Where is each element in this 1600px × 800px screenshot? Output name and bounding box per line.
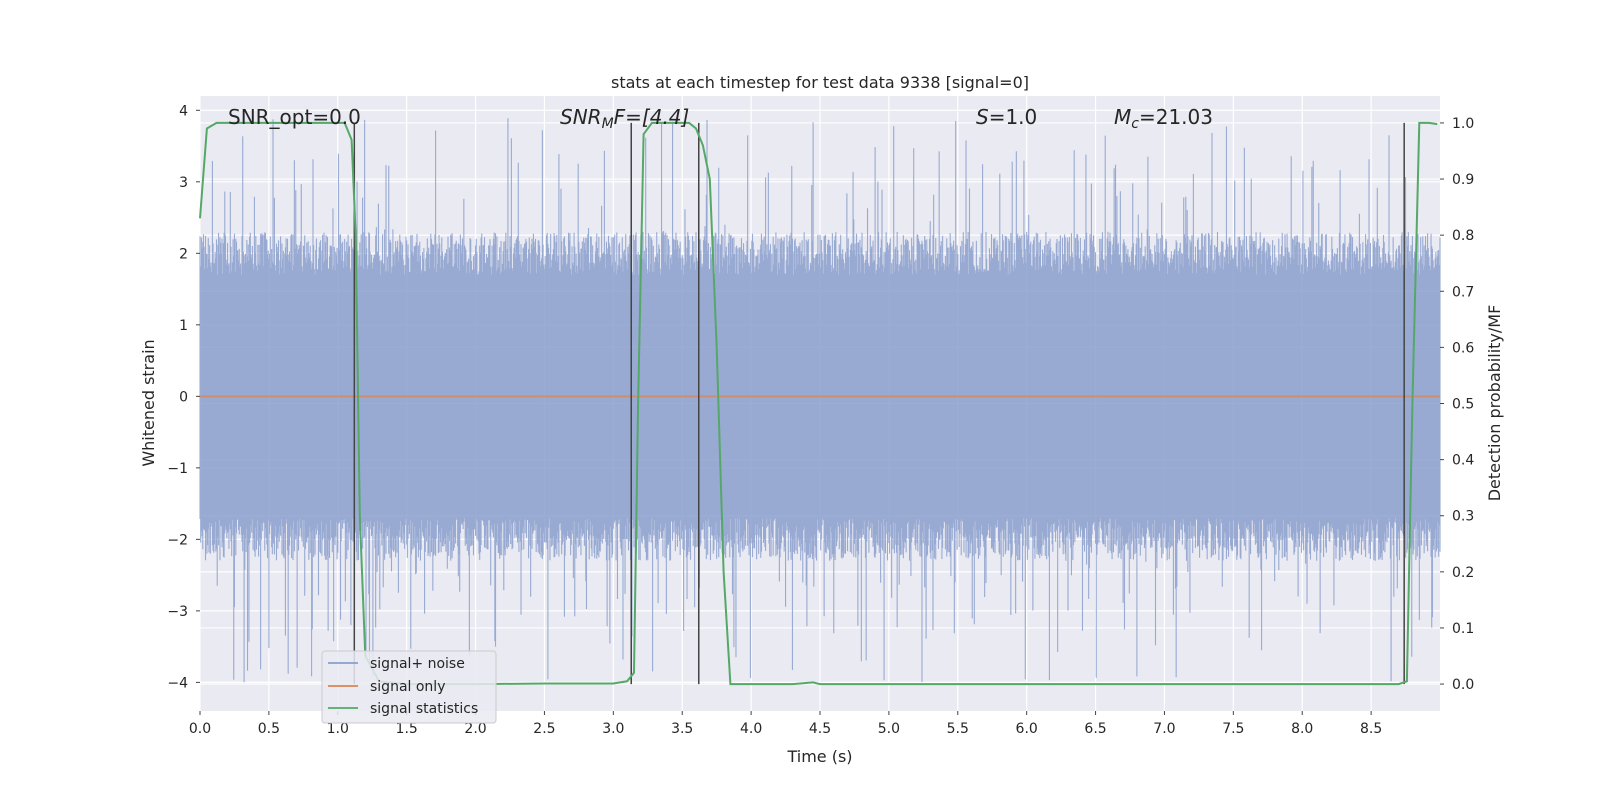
- y-right-tick-label-5: 0.5: [1452, 397, 1474, 413]
- y-right-tick-label-4: 0.4: [1452, 453, 1474, 469]
- annotation-s-symbol: S: [976, 105, 989, 129]
- y-tick-label-2: −2: [167, 532, 188, 548]
- y-tick-label-8: 4: [179, 103, 188, 119]
- noise-band: [199, 118, 1441, 683]
- legend: signal+ noise signal only signal statist…: [321, 650, 497, 724]
- y-right-tick-label-9: 0.9: [1452, 172, 1474, 188]
- signal-noise-series: [199, 118, 1441, 683]
- y-axis-label: Whitened strain: [139, 339, 158, 466]
- x-tick-label-10: 5.0: [878, 721, 900, 737]
- x-tick-label-5: 2.5: [533, 721, 555, 737]
- signal-statistics-series: [199, 121, 1438, 686]
- y-right-tick-label-0: 0.0: [1452, 677, 1474, 693]
- chart-title: stats at each timestep for test data 933…: [611, 73, 1029, 92]
- x-tick-label-14: 7.0: [1153, 721, 1175, 737]
- y-tick-label-6: 2: [179, 246, 188, 262]
- y-tick-label-7: 3: [179, 175, 188, 191]
- y-tick-label-4: 0: [179, 389, 188, 405]
- annotation-mc-value: =21.03: [1139, 105, 1213, 129]
- annotation-mc-subscript: c: [1131, 116, 1139, 132]
- x-tick-labels: 0.0 0.5 1.0 1.5 2.0 2.5 3.0 3.5 4.0 4.5 5.0 5.5 6.0 6…: [189, 711, 1382, 737]
- x-tick-label-6: 3.0: [602, 721, 624, 737]
- x-tick-label-0: 0.0: [189, 721, 211, 737]
- x-tick-label-9: 4.5: [809, 721, 831, 737]
- y-tick-label-3: −1: [167, 461, 188, 477]
- legend-label-signal-noise: signal+ noise: [370, 656, 465, 672]
- y-right-tick-label-2: 0.2: [1452, 565, 1474, 581]
- x-tick-label-2: 1.0: [327, 721, 349, 737]
- annotation-snr-mf-symbol: SNR: [560, 105, 602, 129]
- y-right-tick-labels: 0.0 0.1 0.2 0.3 0.4 0.5 0.6 0.7 0.8 0.9 1.0: [1440, 116, 1474, 693]
- annotation-snr-mf-value: F=[4.4]: [614, 105, 690, 129]
- x-tick-label-7: 3.5: [671, 721, 693, 737]
- x-tick-label-1: 0.5: [258, 721, 280, 737]
- x-tick-label-4: 2.0: [464, 721, 486, 737]
- y-tick-label-5: 1: [179, 318, 188, 334]
- x-tick-label-12: 6.0: [1016, 721, 1038, 737]
- y-tick-label-0: −4: [167, 675, 188, 691]
- x-tick-label-16: 8.0: [1291, 721, 1313, 737]
- x-tick-label-11: 5.5: [947, 721, 969, 737]
- signal-statistics-line: [199, 121, 1438, 686]
- annotation-snr-opt: SNR_opt=0.0: [228, 105, 361, 129]
- y-right-tick-label-1: 0.1: [1452, 621, 1474, 637]
- legend-label-signal-statistics: signal statistics: [370, 701, 478, 717]
- annotation-mc: Mc=21.03: [1114, 105, 1213, 132]
- y-right-tick-label-6: 0.6: [1452, 340, 1474, 356]
- y-tick-label-1: −3: [167, 604, 188, 620]
- y-right-axis-label: Detection probability/MF: [1485, 305, 1504, 502]
- annotation-mc-symbol: M: [1114, 105, 1131, 129]
- x-tick-label-8: 4.0: [740, 721, 762, 737]
- annotation-s-value: =1.0: [989, 105, 1038, 129]
- x-tick-label-15: 7.5: [1222, 721, 1244, 737]
- annotation-s: S=1.0: [976, 105, 1037, 129]
- annotation-snr-mf-subscript: M: [602, 116, 614, 132]
- x-tick-label-13: 6.5: [1084, 721, 1106, 737]
- x-tick-label-17: 8.5: [1360, 721, 1382, 737]
- y-tick-labels: −4 −3 −2 −1 0 1 2 3 4: [167, 103, 200, 691]
- legend-label-signal-only: signal only: [370, 679, 445, 695]
- y-right-tick-label-8: 0.8: [1452, 228, 1474, 244]
- y-right-tick-label-3: 0.3: [1452, 509, 1474, 525]
- annotation-snr-mf: SNRMF=[4.4]: [560, 105, 689, 132]
- x-tick-label-3: 1.5: [396, 721, 418, 737]
- legend-box: [321, 650, 497, 724]
- x-axis-label: Time (s): [786, 747, 852, 766]
- y-right-tick-label-10: 1.0: [1452, 116, 1474, 132]
- y-right-tick-label-7: 0.7: [1452, 284, 1474, 300]
